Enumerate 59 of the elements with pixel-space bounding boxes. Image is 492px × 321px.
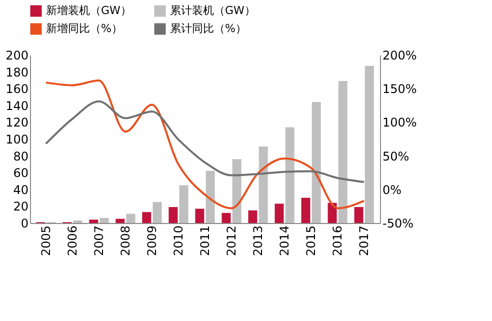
x-tick-label: 2012 bbox=[224, 226, 239, 256]
bar bbox=[168, 207, 178, 223]
y-tick-label: 100 bbox=[6, 132, 28, 146]
bar bbox=[179, 185, 188, 223]
legend-label: 新增装机（GW） bbox=[46, 4, 132, 17]
legend-label: 累计装机（GW） bbox=[170, 4, 256, 17]
x-tick-label: 2005 bbox=[38, 226, 53, 256]
bar bbox=[142, 212, 152, 223]
y-tick-label: 140 bbox=[6, 98, 28, 113]
bar bbox=[126, 214, 136, 223]
bar bbox=[89, 220, 98, 223]
y-tick-label: 180 bbox=[6, 65, 28, 80]
y-tick-label: 0 bbox=[20, 216, 28, 230]
y2-tick-label: 200% bbox=[382, 48, 417, 62]
x-tick-label: 2016 bbox=[330, 226, 345, 256]
bar bbox=[285, 127, 294, 223]
x-tick-label: 2009 bbox=[144, 226, 159, 256]
bar bbox=[301, 198, 310, 223]
y-tick-label: 20 bbox=[13, 200, 28, 214]
y-tick-label: 200 bbox=[6, 48, 28, 62]
x-tick-label: 2006 bbox=[65, 226, 80, 256]
x-tick-label: 2008 bbox=[118, 226, 132, 256]
bar bbox=[232, 159, 242, 223]
bar bbox=[100, 218, 109, 223]
y2-tick-label: 0% bbox=[382, 182, 402, 197]
y-tick-label: 160 bbox=[6, 82, 28, 96]
x-tick-label: 2011 bbox=[198, 226, 212, 256]
bar bbox=[354, 207, 364, 223]
bar bbox=[312, 102, 321, 223]
y2-tick-label: 150% bbox=[382, 82, 417, 96]
bar bbox=[274, 204, 284, 223]
bar bbox=[152, 202, 162, 223]
bar bbox=[364, 66, 374, 223]
bar bbox=[222, 212, 231, 223]
x-tick-label: 2010 bbox=[171, 226, 186, 256]
bar bbox=[338, 81, 348, 223]
bar bbox=[73, 220, 82, 223]
bar bbox=[195, 208, 204, 223]
bar bbox=[328, 202, 337, 223]
x-tick-label: 2015 bbox=[304, 226, 318, 256]
x-tick-label: 2007 bbox=[92, 226, 106, 256]
y2-tick-label: -50% bbox=[382, 216, 414, 230]
y-tick-label: 80 bbox=[13, 149, 28, 164]
y-tick-label: 120 bbox=[6, 116, 28, 130]
bar bbox=[116, 218, 125, 223]
y-tick-label: 40 bbox=[13, 182, 28, 197]
bar bbox=[206, 170, 215, 223]
y2-tick-label: 50% bbox=[382, 149, 410, 164]
bar bbox=[248, 210, 258, 223]
bar bbox=[258, 146, 268, 223]
x-tick-label: 2014 bbox=[278, 226, 292, 256]
x-tick-label: 2017 bbox=[357, 226, 372, 256]
legend-label: 新增同比（%） bbox=[46, 22, 122, 35]
line-series bbox=[44, 80, 366, 210]
y-tick-label: 60 bbox=[13, 166, 28, 180]
x-tick-label: 2013 bbox=[251, 226, 266, 256]
legend-label: 累计同比（%） bbox=[170, 22, 246, 35]
line-series bbox=[44, 100, 366, 184]
y2-tick-label: 100% bbox=[382, 116, 417, 130]
